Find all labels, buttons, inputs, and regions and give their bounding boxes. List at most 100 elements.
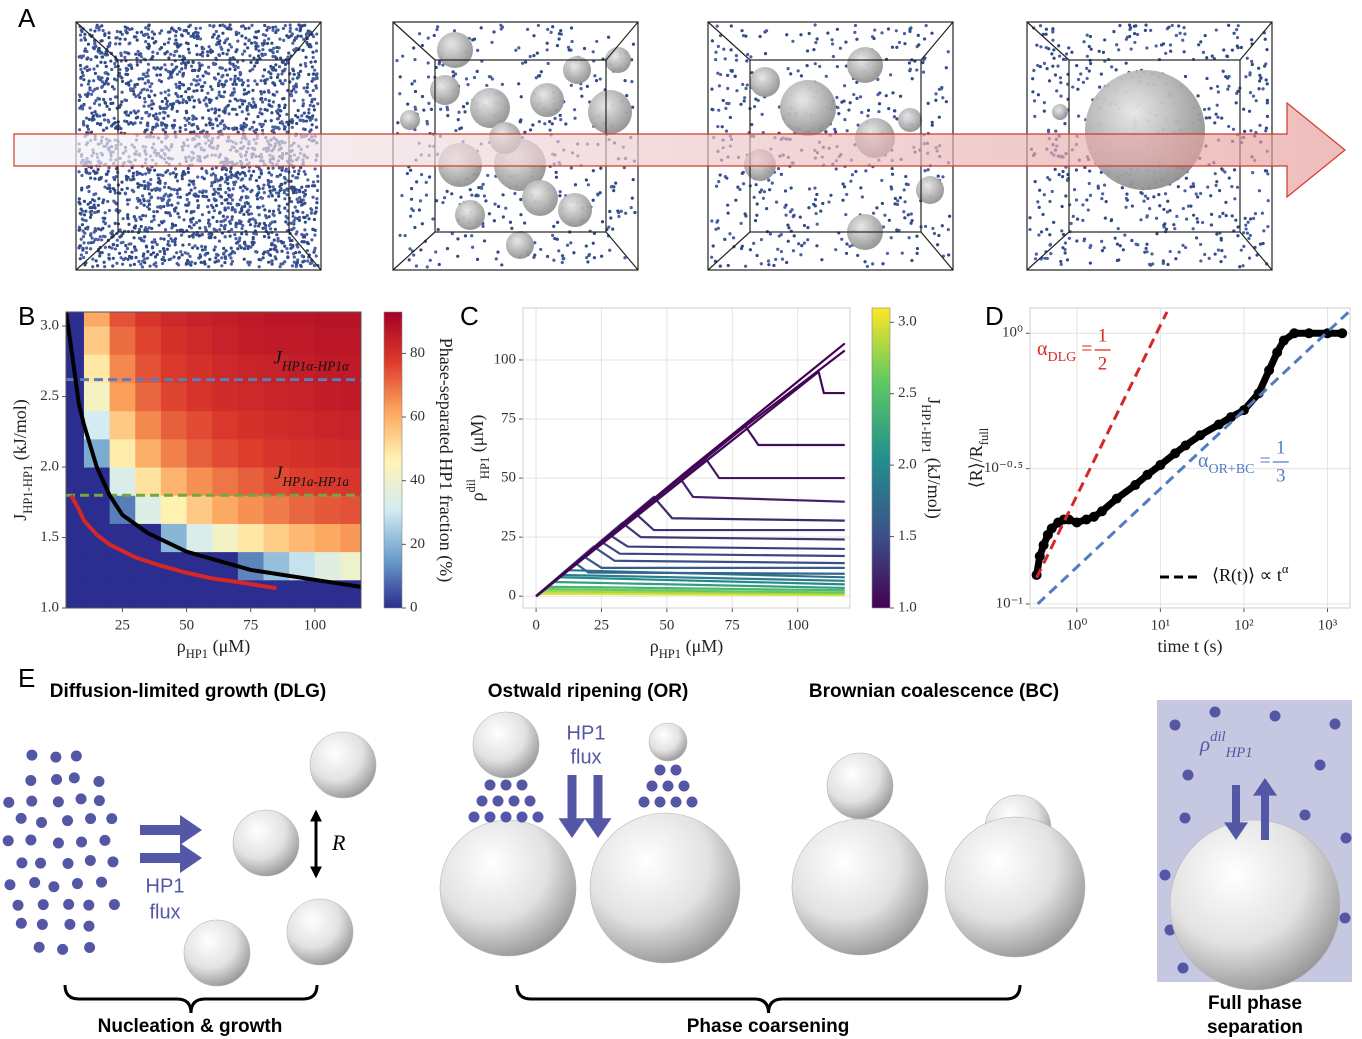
particle [253,65,256,68]
particle [137,260,140,263]
particle [240,34,243,37]
particle [886,252,889,255]
particle [851,173,854,176]
particle [1181,39,1184,42]
particle [741,172,744,175]
particle [233,208,236,211]
particle [134,111,137,114]
particle [268,104,271,107]
particle [1130,239,1133,242]
particle [162,205,165,208]
heatmap-cell [264,411,290,440]
droplet [898,108,922,132]
colorbar-tick-label: 2.0 [898,457,917,473]
particle [214,245,217,248]
particle [710,219,713,222]
particle [233,233,236,236]
particle [93,42,96,45]
particle [1125,38,1128,41]
particle [271,221,274,224]
particle [812,203,815,206]
particle [457,118,460,121]
particle [313,249,316,252]
particle [722,48,725,51]
particle [1097,186,1100,189]
particle [123,56,126,59]
particle [760,113,763,116]
particle [187,87,190,90]
particle [724,57,727,60]
particle [585,256,588,259]
particle [178,55,181,58]
particle [215,30,218,33]
droplet [530,83,564,117]
particle [585,178,588,181]
particle [1235,101,1238,104]
particle [1175,215,1178,218]
particle [894,197,897,200]
particle [178,70,181,73]
particle [502,215,505,218]
particle [125,69,128,72]
particle [87,128,90,131]
protein-dot [76,793,87,804]
particle [863,260,866,263]
particle [1144,24,1147,27]
particle [315,75,318,78]
particle [311,123,314,126]
particle [167,186,170,189]
particle [1150,252,1153,255]
particle [228,43,231,46]
particle [800,244,803,247]
particle [188,243,191,246]
particle [281,97,284,100]
particle [413,58,416,61]
particle [220,83,223,86]
particle [427,61,430,64]
particle [283,176,286,179]
particle [205,195,208,198]
particle [300,35,303,38]
particle [127,223,130,226]
particle [721,125,724,128]
particle [108,41,111,44]
particle [159,73,162,76]
particle [1039,24,1042,27]
particle [240,246,243,249]
particle [202,47,205,50]
protein-dot [85,813,96,824]
particle [873,28,876,31]
particle [87,83,90,86]
particle [243,88,246,91]
particle [82,120,85,123]
particle [726,204,729,207]
particle [222,247,225,250]
particle [812,48,815,51]
particle [600,255,603,258]
particle [715,221,718,224]
particle [1240,46,1243,49]
heatmap-cell [187,439,213,468]
particle [105,65,108,68]
particle [1265,78,1268,81]
x-tick-label: 25 [115,617,130,633]
protein-dot [4,879,15,890]
droplet [1052,104,1068,120]
particle [1250,38,1253,41]
particle [633,211,636,214]
particle [443,196,446,199]
particle [410,187,413,190]
particle [83,213,86,216]
particle [1242,245,1245,248]
particle [278,205,281,208]
particle [760,262,763,265]
particle [843,118,846,121]
particle [1215,113,1218,116]
particle [167,41,170,44]
particle [1065,52,1068,55]
particle [216,179,219,182]
particle [1258,124,1261,127]
particle [553,117,556,120]
particle [301,211,304,214]
particle [97,197,100,200]
